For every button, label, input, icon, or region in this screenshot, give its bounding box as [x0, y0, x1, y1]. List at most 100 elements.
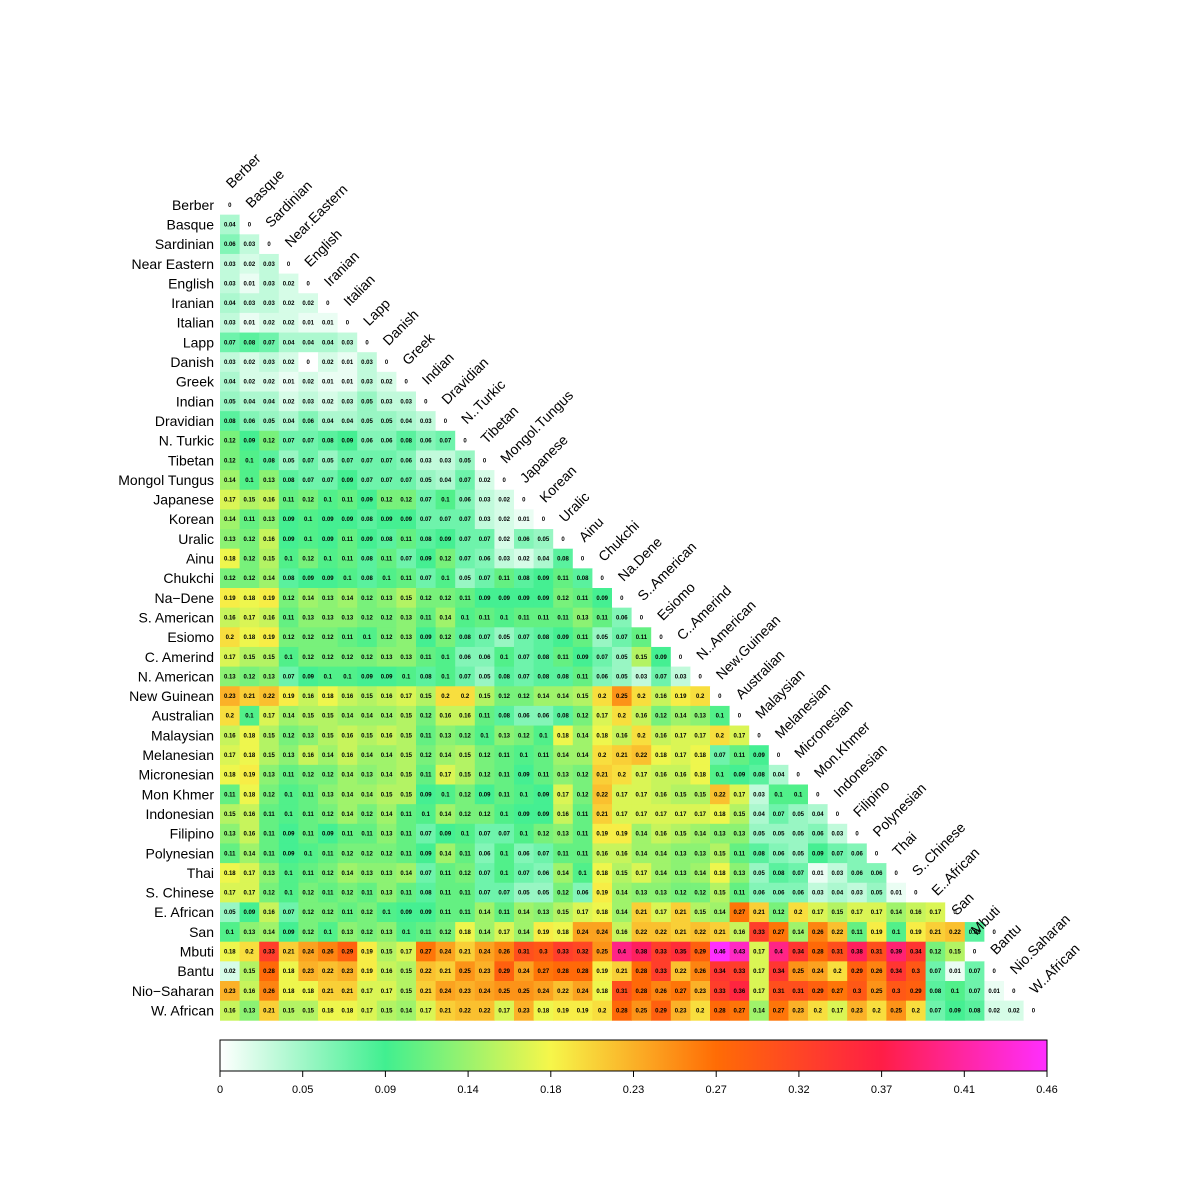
cell-value-label: 0.15: [694, 910, 706, 916]
cell-value-label: 0.21: [675, 910, 687, 916]
cell-value-label: 0.13: [263, 674, 275, 680]
heatmap-cell: [220, 529, 240, 550]
cell-value-label: 0.18: [283, 969, 295, 975]
heatmap-cell: [612, 705, 632, 726]
cell-value-label: 0.05: [459, 458, 471, 464]
heatmap-cell: [474, 450, 495, 471]
heatmap-cell: [455, 470, 476, 491]
heatmap-cell: [612, 627, 632, 648]
heatmap-cell: [984, 981, 1005, 1002]
cell-value-label: 0.11: [479, 615, 491, 621]
cell-value-label: 0.14: [342, 773, 354, 779]
heatmap-cell: [239, 784, 260, 805]
heatmap-cell: [455, 725, 476, 746]
heatmap-cell: [474, 882, 495, 903]
heatmap-cell: [259, 509, 280, 530]
heatmap-cell: [612, 1000, 632, 1021]
heatmap-cell: [690, 941, 711, 962]
heatmap-cell: [866, 843, 887, 864]
heatmap-cell: [474, 823, 495, 844]
heatmap-cell: [259, 981, 280, 1002]
cell-value-label: 0.06: [518, 851, 530, 857]
cell-value-label: 0.1: [226, 930, 235, 936]
cell-value-label: 0.21: [244, 694, 256, 700]
heatmap-cell: [612, 863, 632, 884]
cell-value-label: 0.09: [342, 517, 354, 523]
heatmap-cell: [337, 784, 358, 805]
cell-value-label: 0.16: [557, 812, 569, 818]
cell-value-label: 0.2: [833, 969, 842, 975]
heatmap-cell: [376, 607, 397, 628]
heatmap-cell: [455, 823, 476, 844]
heatmap-cell: [729, 804, 750, 825]
heatmap-cell: [474, 686, 495, 707]
heatmap-cell: [337, 627, 358, 648]
cell-value-label: 0.14: [361, 792, 373, 798]
cell-value-label: 0.15: [224, 812, 236, 818]
cell-value-label: 0.04: [812, 812, 824, 818]
heatmap-cell: [455, 588, 476, 609]
cell-value-label: 0.07: [773, 812, 785, 818]
cell-value-label: 0.27: [675, 989, 687, 995]
cell-value-label: 0.15: [322, 714, 334, 720]
heatmap-cell: [690, 823, 711, 844]
cell-value-label: 0.02: [302, 380, 314, 386]
heatmap-cell: [572, 745, 593, 766]
cell-value-label: 0.24: [577, 989, 589, 995]
heatmap-cell: [651, 961, 672, 982]
cell-value-label: 0.06: [224, 242, 236, 248]
cell-value-label: 0.09: [596, 596, 608, 602]
cell-value-label: 0.1: [304, 517, 313, 523]
heatmap-cell: [396, 666, 417, 687]
cell-value-label: 0.2: [598, 1008, 607, 1014]
cell-value-label: 0.14: [342, 714, 354, 720]
heatmap-cell: [808, 823, 828, 844]
heatmap-cell: [514, 961, 534, 982]
cell-value-label: 0.14: [694, 832, 706, 838]
heatmap-cell: [239, 214, 260, 235]
cell-value-label: 0.16: [263, 615, 275, 621]
cell-value-label: 0.13: [381, 930, 393, 936]
heatmap-cell: [416, 745, 436, 766]
cell-value-label: 0.1: [382, 910, 391, 916]
heatmap-cell: [357, 823, 378, 844]
cell-value-label: 0.09: [322, 537, 334, 543]
heatmap-cell: [690, 882, 711, 903]
cell-value-label: 0.02: [283, 301, 295, 307]
cell-value-label: 0.05: [361, 399, 373, 405]
cell-value-label: 0.43: [734, 950, 746, 956]
cell-value-label: 0.15: [694, 792, 706, 798]
heatmap-cell: [357, 981, 378, 1002]
cell-value-label: 0: [326, 301, 330, 307]
cell-value-label: 0.08: [577, 576, 589, 582]
cell-value-label: 0.12: [322, 773, 334, 779]
heatmap-cell: [827, 823, 848, 844]
cell-value-label: 0.1: [578, 871, 587, 877]
cell-value-label: 0.21: [440, 969, 452, 975]
heatmap-cell: [572, 646, 593, 667]
heatmap-cell: [416, 863, 436, 884]
cell-value-label: 0.04: [224, 380, 236, 386]
heatmap-cell: [808, 902, 828, 923]
heatmap-cell: [318, 745, 338, 766]
heatmap-cell: [690, 863, 711, 884]
heatmap-cell: [514, 764, 534, 785]
cell-value-label: 0.14: [636, 851, 648, 857]
cell-value-label: 0.01: [302, 321, 314, 327]
heatmap-cell: [239, 332, 260, 353]
cell-value-label: 0.03: [636, 674, 648, 680]
cell-value-label: 0.17: [930, 910, 942, 916]
cell-value-label: 0.23: [302, 969, 314, 975]
heatmap-cell: [376, 470, 397, 491]
heatmap-cell: [612, 902, 632, 923]
heatmap-cell: [494, 823, 515, 844]
heatmap-cell: [612, 922, 632, 943]
heatmap-cell: [749, 882, 770, 903]
cell-value-label: 0.19: [263, 596, 275, 602]
cell-value-label: 0.18: [596, 910, 608, 916]
heatmap-cell: [886, 863, 907, 884]
heatmap-cell: [337, 646, 358, 667]
cell-value-label: 0.11: [557, 851, 569, 857]
heatmap-cell: [278, 686, 299, 707]
heatmap-cell: [396, 922, 417, 943]
